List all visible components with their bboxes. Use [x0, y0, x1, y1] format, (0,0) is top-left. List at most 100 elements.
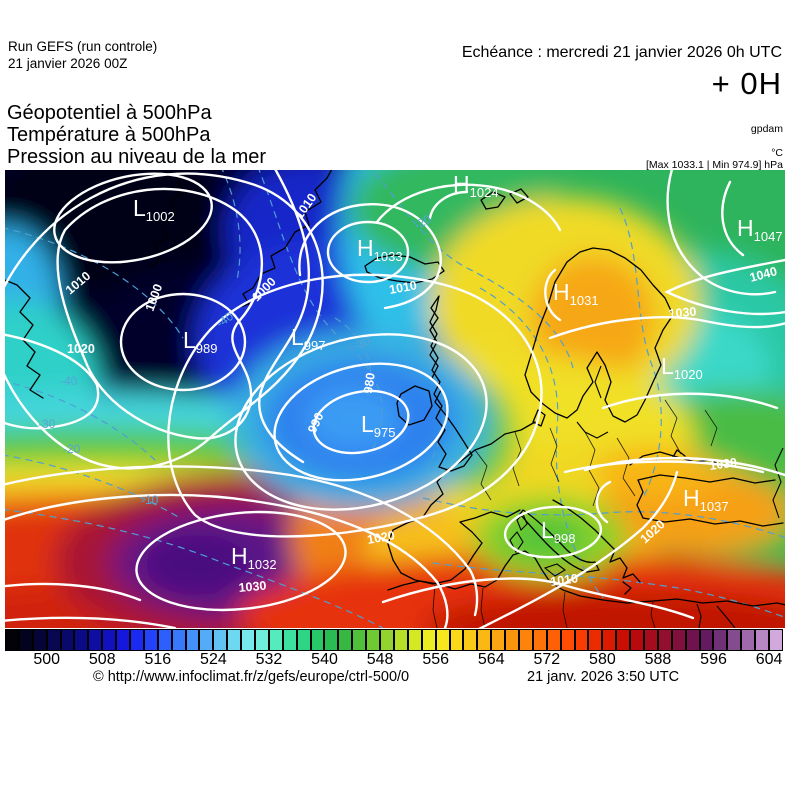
run-info-line2: 21 janvier 2026 00Z — [8, 56, 128, 71]
title-geopotential: Géopotentiel à 500hPa — [7, 102, 212, 124]
color-scale-cell — [533, 630, 548, 650]
geopotential-color-scale — [5, 629, 783, 651]
color-scale-cell — [242, 630, 257, 650]
color-scale-tick: 572 — [533, 651, 561, 668]
color-scale-cell — [6, 630, 20, 650]
color-scale-cell — [742, 630, 757, 650]
color-scale-tick: 540 — [311, 651, 338, 668]
lead-time-label: + 0H — [711, 66, 782, 101]
color-scale-tick: 556 — [422, 651, 450, 668]
pressure-center-H1024: H1024 — [453, 171, 499, 200]
color-scale-tick: 508 — [88, 651, 116, 668]
color-scale-cell — [283, 630, 298, 650]
color-scale-tick: 516 — [144, 651, 172, 668]
isobar-label-1040: 1040 — [748, 264, 779, 285]
isobar-label-1030: 1030 — [238, 579, 267, 595]
pressure-center-L1020: L1020 — [661, 353, 703, 382]
pressure-center-H1032: H1032 — [231, 543, 277, 572]
generation-timestamp: 21 janv. 2026 3:50 UTC — [527, 669, 680, 685]
copyright-url: © http://www.infoclimat.fr/z/gefs/europe… — [93, 669, 410, 685]
color-scale-tick: 564 — [477, 651, 505, 668]
color-scale-cell — [450, 630, 465, 650]
pressure-minmax: [Max 1033.1 | Min 974.9] hPa — [646, 159, 783, 171]
isobar-label-1020: 1020 — [366, 528, 396, 547]
color-scale-cell — [33, 630, 48, 650]
color-field-layer — [5, 170, 785, 628]
color-scale-cell — [339, 630, 354, 650]
pressure-center-L975: L975 — [361, 411, 396, 440]
color-scale-cell — [325, 630, 340, 650]
color-scale-tick: 532 — [255, 651, 283, 668]
pressure-center-H1037: H1037 — [683, 485, 729, 514]
color-scale-cell — [422, 630, 437, 650]
color-scale-ticks: 500 508 516 524 532 540 548 556 564 572 580 588 596 6… — [5, 651, 783, 669]
isobar-label-1030: 1030 — [668, 305, 697, 321]
pressure-center-L998: L998 — [541, 517, 576, 546]
color-scale-cell — [394, 630, 409, 650]
unit-temperature: °C — [771, 147, 783, 159]
temperature-label--20: -20 — [63, 442, 81, 456]
color-scale-cell — [672, 630, 687, 650]
color-scale-cell — [103, 630, 118, 650]
color-scale-cell — [297, 630, 312, 650]
color-scale-cell — [353, 630, 368, 650]
color-scale-cell — [436, 630, 451, 650]
unit-geopotential: gpdam — [750, 123, 783, 135]
color-scale-cell — [617, 630, 632, 650]
color-scale-cell — [658, 630, 673, 650]
isobar-label-1030: 1030 — [708, 455, 738, 473]
temperature-label--40: -40 — [60, 374, 78, 388]
color-scale-cell — [186, 630, 201, 650]
color-scale-cell — [519, 630, 534, 650]
pressure-center-L997: L997 — [291, 324, 326, 353]
run-info-line1: Run GEFS (run controle) — [8, 39, 158, 54]
color-scale-cell — [89, 630, 104, 650]
color-scale-cell — [728, 630, 743, 650]
temperature-label--30: -30 — [351, 334, 372, 353]
echeance-label: Echéance : mercredi 21 janvier 2026 0h U… — [461, 44, 782, 61]
color-scale-cell — [464, 630, 479, 650]
color-scale-cell — [561, 630, 576, 650]
color-scale-cell — [506, 630, 520, 650]
map-titles: Géopotentiel à 500hPa Température à 500h… — [7, 102, 266, 168]
isobar-contours-layer — [5, 170, 785, 628]
color-scale-cell — [158, 630, 173, 650]
color-scale-cell — [631, 630, 645, 650]
color-scale-tick: 580 — [589, 651, 616, 668]
color-scale-tick: 588 — [644, 651, 672, 668]
color-scale-cell — [144, 630, 159, 650]
color-scale-cell — [75, 630, 90, 650]
color-scale-tick: 596 — [700, 651, 727, 668]
color-scale-cell — [589, 630, 604, 650]
color-scale-tick: 548 — [366, 651, 394, 668]
color-scale-cell — [19, 630, 34, 650]
color-scale-tick: 500 — [33, 651, 61, 668]
pressure-centers-layer: L1002 L989 L997 L975 H1024 H1033 H1031 H1047 L10… — [133, 171, 783, 572]
color-scale-cell — [61, 630, 76, 650]
color-scale-cell — [117, 630, 132, 650]
color-scale-cell — [311, 630, 326, 650]
temperature-label--10: -10 — [141, 493, 159, 507]
color-scale-cell — [381, 630, 395, 650]
weather-map: 1010 1010 1010 1020 1000 1000 990 980 1030 1040 10… — [5, 170, 785, 628]
pressure-center-H1047: H1047 — [737, 215, 783, 244]
color-scale-cell — [408, 630, 423, 650]
color-scale-cell — [47, 630, 62, 650]
color-scale-cell — [131, 630, 145, 650]
color-scale-cell — [686, 630, 701, 650]
color-scale-cell — [256, 630, 270, 650]
temperature-label--30: -30 — [38, 417, 56, 431]
pressure-center-H1031: H1031 — [553, 279, 599, 308]
color-scale-cell — [172, 630, 187, 650]
color-scale-cell — [575, 630, 590, 650]
color-scale-cell — [367, 630, 382, 650]
isobar-label-1010: 1010 — [549, 571, 579, 589]
pressure-center-L1002: L1002 — [133, 195, 175, 224]
color-scale-cell — [200, 630, 215, 650]
color-scale-cell — [700, 630, 715, 650]
color-scale-cell — [769, 630, 782, 650]
color-scale-cell — [644, 630, 659, 650]
color-scale-cell — [228, 630, 243, 650]
